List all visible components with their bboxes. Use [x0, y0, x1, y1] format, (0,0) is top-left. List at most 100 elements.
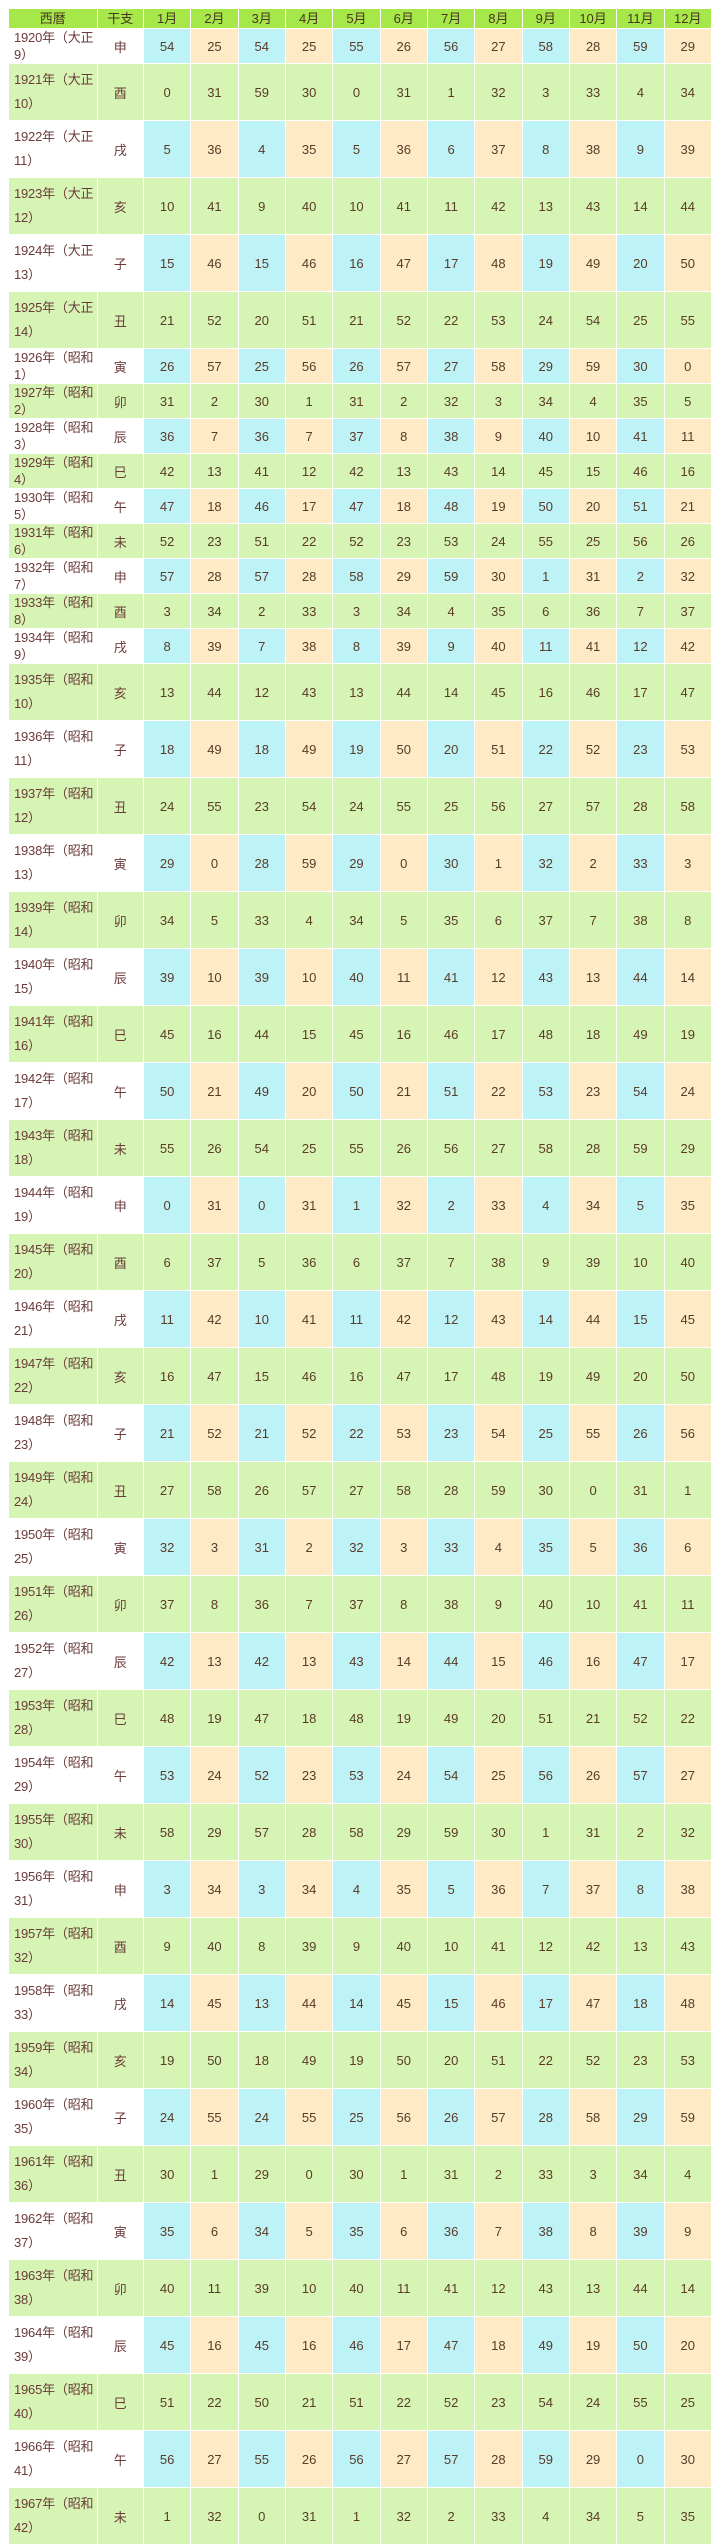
cell-western-year: 1948年（昭和23） — [9, 1405, 97, 1461]
table-row: 1957年（昭和32）酉 9 40 8 39 9 40 10 41 12 42 13 43 — [9, 1918, 711, 1974]
cell-month-3: 36 — [238, 419, 285, 453]
cell-month-4: 46 — [285, 1348, 333, 1404]
cell-month-6: 3 — [380, 1519, 427, 1575]
cell-zodiac: 亥 — [97, 178, 143, 234]
cell-month-10: 49 — [569, 235, 617, 291]
table-row: 1938年（昭和13）寅 29 0 28 59 29 0 30 1 32 2 33 3 — [9, 835, 711, 891]
cell-month-8: 12 — [475, 2260, 522, 2316]
cell-month-10: 34 — [569, 2488, 617, 2544]
cell-zodiac: 酉 — [97, 1234, 143, 1290]
cell-month-12: 22 — [664, 1690, 711, 1746]
cell-month-12: 45 — [664, 1291, 711, 1347]
cell-month-3: 47 — [238, 1690, 285, 1746]
cell-month-11: 13 — [617, 1918, 664, 1974]
cell-month-10: 39 — [569, 1234, 617, 1290]
header-cell-month-3: 3月 — [238, 9, 285, 28]
cell-zodiac: 午 — [97, 489, 143, 523]
cell-month-2: 36 — [191, 121, 238, 177]
cell-month-12: 37 — [664, 594, 711, 628]
cell-month-9: 37 — [522, 892, 569, 948]
cell-month-11: 30 — [617, 349, 664, 383]
cell-month-8: 30 — [475, 1804, 522, 1860]
cell-month-1: 6 — [143, 1234, 191, 1290]
header-cell-month-12: 12月 — [664, 9, 711, 28]
cell-month-7: 38 — [427, 1576, 475, 1632]
cell-month-1: 50 — [143, 1063, 191, 1119]
cell-month-5: 58 — [333, 1804, 380, 1860]
cell-month-11: 35 — [617, 384, 664, 418]
cell-month-1: 10 — [143, 178, 191, 234]
cell-month-8: 46 — [475, 1975, 522, 2031]
cell-month-3: 30 — [238, 384, 285, 418]
cell-month-10: 23 — [569, 1063, 617, 1119]
cell-zodiac: 丑 — [97, 778, 143, 834]
cell-month-7: 48 — [427, 489, 475, 523]
cell-month-5: 27 — [333, 1462, 380, 1518]
cell-month-1: 42 — [143, 454, 191, 488]
cell-month-8: 20 — [475, 1690, 522, 1746]
header-cell-month-10: 10月 — [569, 9, 617, 28]
cell-month-11: 14 — [617, 178, 664, 234]
cell-zodiac: 申 — [97, 559, 143, 593]
cell-month-7: 20 — [427, 721, 475, 777]
cell-month-8: 1 — [475, 835, 522, 891]
cell-month-10: 15 — [569, 454, 617, 488]
cell-month-12: 42 — [664, 629, 711, 663]
cell-month-7: 9 — [427, 629, 475, 663]
cell-zodiac: 子 — [97, 1405, 143, 1461]
cell-month-8: 37 — [475, 121, 522, 177]
cell-month-5: 10 — [333, 178, 380, 234]
cell-month-3: 10 — [238, 1291, 285, 1347]
cell-month-9: 1 — [522, 1804, 569, 1860]
cell-month-11: 59 — [617, 29, 664, 63]
cell-month-7: 51 — [427, 1063, 475, 1119]
cell-month-9: 22 — [522, 721, 569, 777]
cell-month-2: 55 — [191, 778, 238, 834]
cell-western-year: 1930年（昭和5） — [9, 489, 97, 523]
cell-month-1: 42 — [143, 1633, 191, 1689]
cell-month-11: 59 — [617, 1120, 664, 1176]
cell-month-5: 58 — [333, 559, 380, 593]
cell-month-6: 44 — [380, 664, 427, 720]
cell-month-3: 39 — [238, 949, 285, 1005]
cell-month-3: 18 — [238, 2032, 285, 2088]
cell-month-7: 5 — [427, 1861, 475, 1917]
cell-month-11: 12 — [617, 629, 664, 663]
cell-month-1: 14 — [143, 1975, 191, 2031]
cell-month-2: 37 — [191, 1234, 238, 1290]
cell-month-3: 8 — [238, 1918, 285, 1974]
cell-zodiac: 寅 — [97, 835, 143, 891]
cell-zodiac: 子 — [97, 721, 143, 777]
cell-month-5: 32 — [333, 1519, 380, 1575]
cell-month-5: 5 — [333, 121, 380, 177]
cell-month-7: 59 — [427, 559, 475, 593]
table-row: 1952年（昭和27）辰 42 13 42 13 43 14 44 15 46 16 47 17 — [9, 1633, 711, 1689]
cell-month-1: 31 — [143, 384, 191, 418]
cell-month-6: 22 — [380, 2374, 427, 2430]
cell-month-10: 52 — [569, 721, 617, 777]
cell-month-5: 43 — [333, 1633, 380, 1689]
cell-month-4: 5 — [285, 2203, 333, 2259]
header-cell-zodiac: 干支 — [97, 9, 143, 28]
header-cell-western-year: 西暦 — [9, 9, 97, 28]
cell-month-11: 9 — [617, 121, 664, 177]
table-row: 1949年（昭和24）丑 27 58 26 57 27 58 28 59 30 0 31 1 — [9, 1462, 711, 1518]
cell-month-9: 45 — [522, 454, 569, 488]
cell-month-10: 46 — [569, 664, 617, 720]
cell-month-1: 55 — [143, 1120, 191, 1176]
header-cell-month-6: 6月 — [380, 9, 427, 28]
cell-western-year: 1965年（昭和40） — [9, 2374, 97, 2430]
cell-month-9: 4 — [522, 1177, 569, 1233]
table-row: 1931年（昭和6）未 52 23 51 22 52 23 53 24 55 25 56 26 — [9, 524, 711, 558]
cell-month-2: 21 — [191, 1063, 238, 1119]
table-row: 1946年（昭和21）戌 11 42 10 41 11 42 12 43 14 44 15 45 — [9, 1291, 711, 1347]
cell-western-year: 1966年（昭和41） — [9, 2431, 97, 2487]
cell-month-12: 38 — [664, 1861, 711, 1917]
cell-month-9: 59 — [522, 2431, 569, 2487]
cell-month-2: 0 — [191, 835, 238, 891]
cell-month-5: 45 — [333, 1006, 380, 1062]
cell-month-5: 30 — [333, 2146, 380, 2202]
cell-month-12: 29 — [664, 1120, 711, 1176]
cell-month-8: 38 — [475, 1234, 522, 1290]
cell-month-12: 29 — [664, 29, 711, 63]
